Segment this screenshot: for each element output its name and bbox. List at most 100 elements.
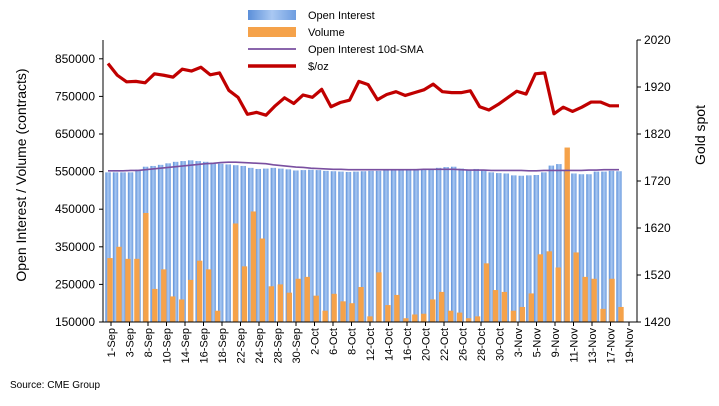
x-tick-label: 28-Sep xyxy=(273,328,285,363)
volume-bar xyxy=(465,318,472,322)
x-tick-label: 8-Oct xyxy=(347,328,359,355)
volume-bar xyxy=(340,301,346,322)
volume-bar xyxy=(134,258,140,322)
volume-bar xyxy=(618,306,624,322)
x-tick-label: 22-Sep xyxy=(236,328,248,363)
volume-bar xyxy=(187,279,194,322)
open-interest-bar xyxy=(511,175,517,322)
volume-bar xyxy=(519,306,526,322)
x-tick-label: 9-Nov xyxy=(550,328,562,358)
x-tick-label: 16-Sep xyxy=(199,328,211,363)
legend-label: Volume xyxy=(308,27,345,39)
volume-bar xyxy=(295,278,301,322)
legend-label: Open Interest 10d-SMA xyxy=(308,44,424,56)
volume-bar xyxy=(394,294,400,322)
volume-bar xyxy=(430,299,436,322)
open-interest-bar xyxy=(466,169,472,322)
x-tick-label: 24-Sep xyxy=(254,328,266,363)
volume-bar xyxy=(600,308,606,322)
volume-bar xyxy=(268,286,275,322)
volume-bar xyxy=(492,290,499,322)
x-tick-label: 22-Oct xyxy=(439,328,451,361)
volume-bar xyxy=(385,305,391,322)
y-left-axis-title: Open Interest / Volume (contracts) xyxy=(13,68,29,281)
open-interest-bar xyxy=(218,163,224,322)
x-tick-label: 3-Nov xyxy=(513,328,525,358)
open-interest-bar xyxy=(195,161,201,322)
open-interest-bar xyxy=(293,170,299,322)
open-interest-bar xyxy=(112,172,119,322)
open-interest-bar xyxy=(285,169,292,322)
open-interest-bar xyxy=(105,172,111,322)
legend-swatch-volume xyxy=(248,27,296,37)
volume-bar xyxy=(421,313,427,322)
y-left-tick-label: 250000 xyxy=(55,277,95,291)
volume-bar xyxy=(304,276,310,322)
open-interest-bar xyxy=(360,171,367,322)
volume-bar xyxy=(403,318,409,322)
open-interest-bar xyxy=(496,173,502,322)
open-interest-bar xyxy=(270,167,277,322)
volume-bar xyxy=(125,258,131,322)
legend-swatch-open-interest xyxy=(248,10,296,20)
volume-bar xyxy=(376,272,382,322)
x-tick-label: 5-Nov xyxy=(532,328,544,358)
y-left-tick-label: 650000 xyxy=(55,127,95,141)
open-interest-bar xyxy=(165,163,171,322)
volume-bar xyxy=(546,251,552,322)
y-right-tick-label: 1520 xyxy=(644,268,671,282)
volume-bar xyxy=(214,310,221,322)
open-interest-bar xyxy=(616,171,622,322)
volume-bar xyxy=(107,258,113,322)
open-interest-bar xyxy=(548,165,555,322)
open-interest-bar xyxy=(413,168,419,322)
volume-bar xyxy=(582,276,588,322)
open-interest-bar xyxy=(263,168,269,322)
y-right-tick-label: 1820 xyxy=(644,127,671,141)
open-interest-bar xyxy=(150,165,156,322)
legend: Open Interest Volume Open Interest 10d-SMA… xyxy=(248,10,424,73)
volume-bar xyxy=(331,293,337,322)
open-interest-bar xyxy=(383,170,389,322)
open-interest-bar xyxy=(533,174,540,322)
x-tick-label: 30-Sep xyxy=(291,328,303,363)
open-interest-bar xyxy=(601,171,607,322)
axes-layer: 150000 250000 350000 450000 550000 650000 7500… xyxy=(55,33,671,363)
volume-bar xyxy=(152,288,158,322)
open-interest-bar xyxy=(180,161,186,322)
open-interest-bar xyxy=(458,168,464,322)
y-left-tick-label: 850000 xyxy=(55,52,95,66)
volume-bar xyxy=(501,291,508,322)
volume-bar xyxy=(412,314,418,322)
x-tick-label: 26-Oct xyxy=(458,328,470,361)
open-interest-bar xyxy=(578,174,585,322)
open-interest-bar xyxy=(593,171,600,322)
volume-bar xyxy=(250,211,257,322)
open-interest-bar xyxy=(556,164,562,322)
x-tick-label: 30-Oct xyxy=(495,328,507,361)
x-tick-label: 28-Oct xyxy=(476,328,488,361)
volume-bar xyxy=(205,269,212,322)
volume-bar xyxy=(555,267,561,322)
volume-bar xyxy=(286,292,292,322)
volume-bar xyxy=(232,223,239,322)
open-interest-bar xyxy=(608,170,615,322)
open-interest-bar xyxy=(210,162,216,322)
open-interest-bar xyxy=(428,169,434,322)
volume-bar xyxy=(116,246,122,322)
legend-label: $/oz xyxy=(308,61,329,73)
x-tick-label: 19-Nov xyxy=(624,328,636,364)
open-interest-bar xyxy=(571,173,577,322)
open-interest-bar xyxy=(450,166,457,322)
volume-bar xyxy=(367,316,373,322)
volume-bar xyxy=(564,147,570,322)
y-right-axis-title: Gold spot xyxy=(692,105,708,165)
volume-bar xyxy=(143,212,149,322)
x-tick-label: 2-Oct xyxy=(310,328,322,355)
sma-line xyxy=(108,161,619,172)
volume-bar xyxy=(483,263,490,322)
y-right-tick-label: 1920 xyxy=(644,80,671,94)
open-interest-bar xyxy=(488,172,494,322)
open-interest-bar xyxy=(300,170,307,322)
